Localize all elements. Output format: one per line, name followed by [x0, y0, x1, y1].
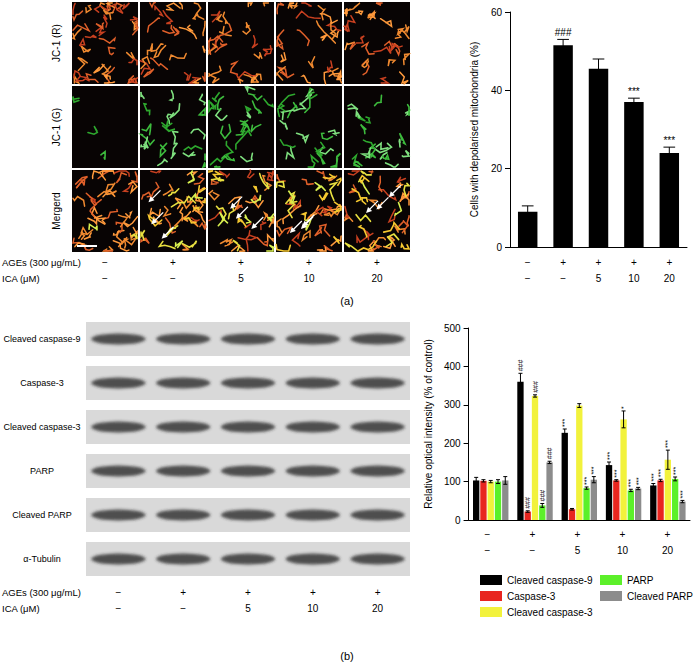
svg-text:5: 5 — [245, 603, 251, 614]
svg-text:−: − — [560, 273, 566, 284]
svg-text:###: ### — [532, 381, 539, 393]
svg-text:−: − — [525, 257, 531, 268]
svg-text:Cleaved caspase-9: Cleaved caspase-9 — [3, 334, 80, 344]
svg-text:500: 500 — [444, 323, 461, 334]
svg-text:20: 20 — [664, 273, 676, 284]
svg-text:10: 10 — [617, 545, 629, 556]
svg-text:200: 200 — [444, 438, 461, 449]
svg-text:***: *** — [657, 469, 664, 477]
svg-text:0: 0 — [496, 242, 502, 253]
svg-text:PARP: PARP — [627, 575, 654, 586]
svg-text:+: + — [560, 257, 566, 268]
svg-text:−: − — [115, 603, 121, 614]
svg-text:α-Tubulin: α-Tubulin — [23, 554, 60, 564]
svg-text:+: + — [306, 257, 312, 268]
svg-text:10: 10 — [307, 603, 319, 614]
svg-text:Caspase-3: Caspase-3 — [507, 591, 556, 602]
svg-text:20: 20 — [372, 603, 384, 614]
svg-text:###: ### — [517, 360, 524, 372]
svg-text:+: + — [631, 257, 637, 268]
svg-text:JC-1 (G): JC-1 (G) — [51, 108, 62, 146]
svg-text:400: 400 — [444, 361, 461, 372]
svg-text:+: + — [375, 587, 381, 598]
svg-text:PARP: PARP — [30, 466, 54, 476]
svg-text:Cleaved caspase-3: Cleaved caspase-3 — [507, 607, 593, 618]
svg-text:AGEs (300 μg/mL): AGEs (300 μg/mL) — [2, 587, 81, 598]
svg-text:ICA (μM): ICA (μM) — [2, 603, 40, 614]
svg-text:+: + — [238, 257, 244, 268]
svg-text:***: *** — [650, 473, 657, 481]
svg-text:+: + — [170, 257, 176, 268]
svg-text:***: *** — [664, 440, 671, 448]
svg-text:Caspase-3: Caspase-3 — [20, 378, 64, 388]
svg-text:***: *** — [663, 135, 675, 146]
svg-text:100: 100 — [444, 476, 461, 487]
svg-text:+: + — [596, 257, 602, 268]
svg-text:*: * — [620, 406, 627, 409]
svg-text:JC-1 (R): JC-1 (R) — [51, 24, 62, 62]
svg-text:+: + — [575, 529, 581, 540]
svg-text:−: − — [102, 273, 108, 284]
svg-text:***: *** — [635, 477, 642, 485]
svg-text:−: − — [170, 273, 176, 284]
svg-text:AGEs (300 μg/mL): AGEs (300 μg/mL) — [2, 257, 81, 268]
svg-text:***: *** — [606, 452, 613, 460]
svg-text:Relative optical intensity (%: Relative optical intensity (% of control… — [423, 339, 434, 509]
svg-text:+: + — [245, 587, 251, 598]
svg-text:−: − — [115, 587, 121, 598]
svg-text:60: 60 — [491, 7, 503, 18]
svg-text:***: *** — [672, 467, 679, 475]
svg-text:###: ### — [555, 27, 572, 38]
svg-text:+: + — [620, 529, 626, 540]
svg-text:+: + — [310, 587, 316, 598]
svg-text:−: − — [485, 545, 491, 556]
svg-text:+: + — [666, 257, 672, 268]
svg-text:Cleaved caspase-3: Cleaved caspase-3 — [3, 422, 80, 432]
svg-text:−: − — [102, 257, 108, 268]
svg-text:ICA (μM): ICA (μM) — [2, 273, 40, 284]
svg-text:***: *** — [590, 466, 597, 474]
svg-text:20: 20 — [371, 273, 383, 284]
svg-text:5: 5 — [575, 545, 581, 556]
svg-text:***: *** — [583, 477, 590, 485]
svg-text:−: − — [530, 545, 536, 556]
svg-text:10: 10 — [628, 273, 640, 284]
svg-text:Cleaved PARP: Cleaved PARP — [627, 591, 693, 602]
svg-text:***: *** — [627, 479, 634, 487]
svg-text:−: − — [180, 603, 186, 614]
svg-text:###: ### — [524, 497, 531, 509]
svg-text:300: 300 — [444, 399, 461, 410]
svg-text:+: + — [374, 257, 380, 268]
svg-text:20: 20 — [491, 163, 503, 174]
svg-text:(a): (a) — [340, 295, 353, 307]
svg-text:(b): (b) — [340, 650, 353, 662]
svg-text:***: *** — [679, 490, 686, 498]
svg-text:−: − — [485, 529, 491, 540]
svg-text:−: − — [525, 273, 531, 284]
svg-text:###: ### — [539, 490, 546, 502]
svg-text:+: + — [180, 587, 186, 598]
svg-text:###: ### — [546, 447, 553, 459]
svg-text:0: 0 — [455, 515, 461, 526]
svg-text:40: 40 — [491, 85, 503, 96]
svg-text:Mergerd: Mergerd — [51, 192, 62, 229]
svg-text:***: *** — [613, 469, 620, 477]
svg-text:5: 5 — [596, 273, 602, 284]
svg-text:***: *** — [561, 419, 568, 427]
svg-text:+: + — [665, 529, 671, 540]
svg-text:Cleaved caspase-9: Cleaved caspase-9 — [507, 575, 593, 586]
svg-text:20: 20 — [662, 545, 674, 556]
svg-text:10: 10 — [303, 273, 315, 284]
svg-text:***: *** — [628, 86, 640, 97]
svg-text:5: 5 — [238, 273, 244, 284]
svg-text:+: + — [530, 529, 536, 540]
svg-text:Cells with depolarised mitocho: Cells with depolarised mitochondria (%) — [469, 42, 480, 218]
svg-text:Cleaved PARP: Cleaved PARP — [12, 510, 71, 520]
